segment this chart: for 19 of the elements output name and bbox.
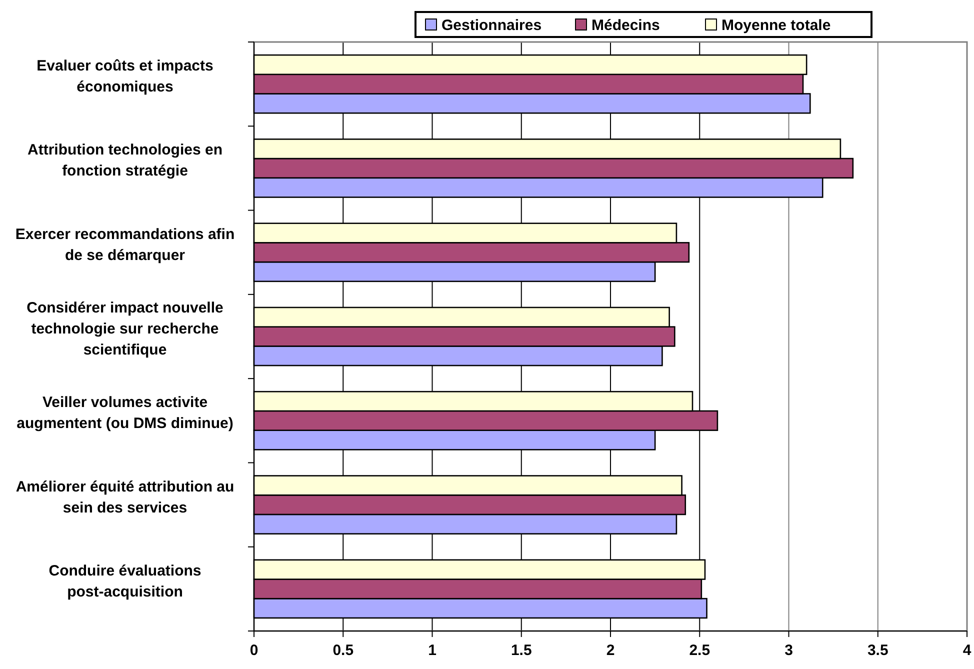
x-tick-label: 2 [606,642,615,659]
x-tick-label: 3.5 [867,642,888,659]
x-tick-label: 4 [962,642,972,659]
legend-label: Gestionnaires [442,17,542,34]
y-tick-label: Attribution technologies en fonction stratégie [28,142,222,180]
y-tick-label: Améliorer équité attribution au sein des services [16,478,234,516]
x-tick-label: 1.5 [510,642,532,659]
x-tick-label: 2.5 [689,642,710,659]
x-tick-label: 1 [428,642,436,659]
y-tick-label: Exercer recommandations afin de se démarquer [15,226,235,264]
y-tick-label: Considérer impact nouvelle technologie sur recherche scientifique [26,300,224,358]
x-tick-label: 0 [250,642,258,659]
legend-label: Moyenne totale [722,17,831,34]
x-tick-label: 3 [784,642,793,659]
y-tick-label: Evaluer coûts et impacts économiques [36,58,214,96]
legend-label: Médecins [592,17,660,34]
y-tick-label: Veiller volumes activite augmentent (ou DMS diminue) [16,394,234,432]
x-tick-label: 0.5 [332,642,354,659]
y-tick-label: Conduire évaluations post-acquisition [48,562,202,600]
